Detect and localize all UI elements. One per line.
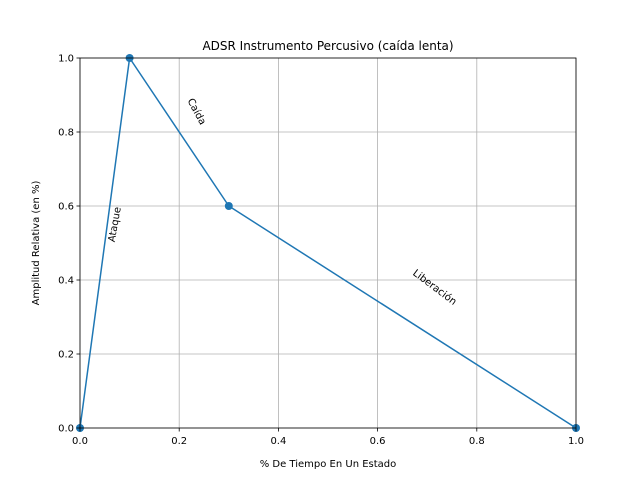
x-tick-label: 0.6 [370, 436, 386, 447]
plot-frame [79, 57, 577, 429]
x-tick-label: 0.4 [270, 436, 286, 447]
x-tick-label: 1.0 [568, 436, 584, 447]
x-tick-label: 0.8 [469, 436, 485, 447]
y-tick-label: 0.4 [58, 276, 74, 287]
grid [79, 57, 577, 429]
envelope-point [224, 202, 233, 210]
envelope-line [79, 57, 577, 429]
y-tick-label: 0.2 [58, 350, 74, 361]
ticks-layer: 0.0 0.2 0.4 0.6 0.8 1.0 0.0 0.2 0.4 0.6 0.8 1.0 [58, 54, 584, 448]
plot-area [80, 58, 576, 428]
x-tick-label: 0.0 [72, 436, 88, 447]
x-axis-label: % De Tiempo En Un Estado [260, 459, 397, 470]
chart-title: ADSR Instrumento Percusivo (caída lenta) [202, 39, 453, 53]
x-tick-label: 0.2 [171, 436, 187, 447]
y-tick-label: 0.6 [58, 202, 74, 213]
series-layer [76, 54, 580, 432]
y-axis-label: Amplitud Relativa (en %) [31, 181, 42, 306]
y-tick-label: 0.8 [58, 128, 74, 139]
y-tick-label: 0.0 [58, 424, 74, 435]
y-tick-label: 1.0 [58, 54, 74, 65]
